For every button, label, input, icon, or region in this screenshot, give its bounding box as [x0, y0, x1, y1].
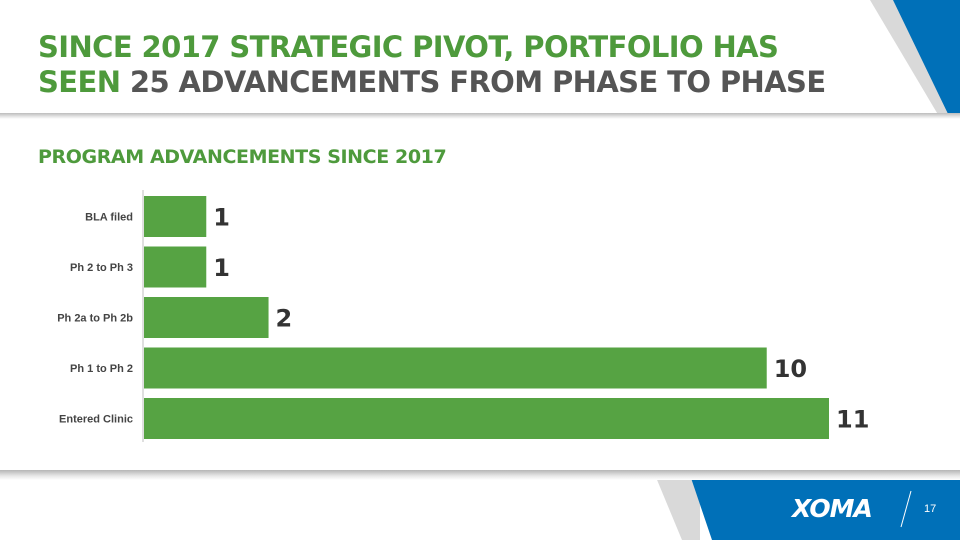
title-line-1: SINCE 2017 STRATEGIC PIVOT, PORTFOLIO HA…	[38, 30, 779, 64]
value-label: 10	[774, 355, 807, 383]
title-line-2: SEEN 25 ADVANCEMENTS FROM PHASE TO PHASE	[38, 65, 838, 100]
value-label: 1	[213, 204, 230, 232]
xoma-logo: XOMA	[792, 494, 873, 523]
bar	[144, 347, 767, 389]
category-label: Ph 2a to Ph 2b	[57, 313, 133, 325]
title-line-2-gray: 25 ADVANCEMENTS FROM PHASE TO PHASE	[129, 65, 826, 99]
footer-blue-band	[690, 475, 960, 540]
value-label: 11	[836, 406, 869, 434]
category-label: BLA filed	[85, 212, 133, 224]
bar-chart: BLA filed 1 Ph 2 to Ph 3 1 Ph 2a to Ph 2b 2 Ph…	[57, 190, 869, 442]
footer-gray-stripe	[655, 475, 700, 540]
page-number: 17	[924, 503, 937, 515]
category-label: Ph 2 to Ph 3	[70, 262, 133, 274]
bar	[144, 246, 207, 288]
title-line-2-green: SEEN	[38, 65, 121, 99]
title-divider	[0, 113, 960, 119]
bar	[144, 297, 269, 338]
header-blue-stripe	[893, 0, 960, 118]
category-label: Ph 1 to Ph 2	[70, 363, 133, 375]
bar	[144, 398, 829, 439]
slide-title: SINCE 2017 STRATEGIC PIVOT, PORTFOLIO HA…	[38, 30, 838, 100]
category-label: Entered Clinic	[59, 414, 133, 426]
value-label: 2	[276, 305, 293, 333]
logo-divider	[900, 490, 912, 528]
value-label: 1	[213, 254, 230, 282]
bar	[144, 196, 207, 237]
footer-divider	[0, 470, 960, 480]
chart-title: PROGRAM ADVANCEMENTS SINCE 2017	[38, 146, 447, 168]
